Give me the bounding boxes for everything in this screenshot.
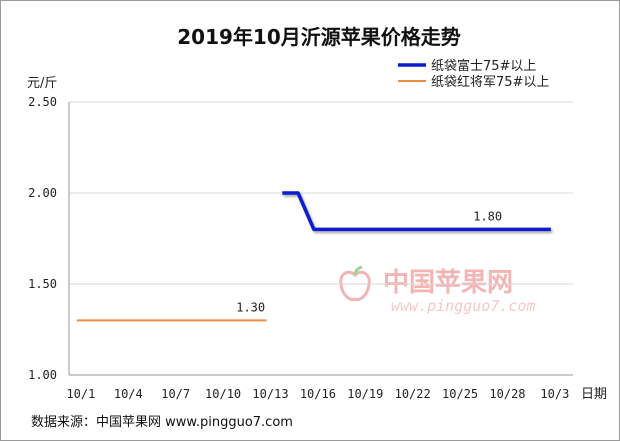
legend-label: 纸袋红将军75#以上 [431, 74, 549, 90]
x-tick-label: 10/7 [161, 387, 190, 401]
x-axis-label: 日期 [581, 387, 607, 402]
legend-label: 纸袋富士75#以上 [431, 58, 536, 74]
axes [68, 102, 573, 376]
x-tick-label: 10/25 [442, 387, 478, 401]
data-labels: 1.80 1.30 [236, 209, 502, 314]
x-tick-label: 10/4 [114, 387, 143, 401]
x-tick-label: 10/10 [205, 387, 241, 401]
x-tick-label: 10/16 [300, 387, 336, 401]
x-tick-label: 10/3 [540, 387, 569, 401]
data-label: 1.30 [236, 300, 265, 314]
series-lines [76, 191, 551, 322]
data-label: 1.80 [473, 209, 502, 223]
watermark: 中国苹果网 www.pingguo7.com [339, 265, 536, 315]
x-tick-label: 10/28 [489, 387, 525, 401]
chart-title: 2019年10月沂源苹果价格走势 [177, 25, 461, 49]
x-tick-label: 10/13 [252, 387, 288, 401]
data-source: 数据来源：中国苹果网 www.pingguo7.com [31, 415, 293, 430]
y-tick-labels: 1.00 1.50 2.00 2.50 [28, 95, 57, 382]
series-line [282, 191, 551, 232]
x-tick-label: 10/22 [395, 387, 431, 401]
gridlines [69, 101, 573, 285]
x-tick-labels: 10/1 10/4 10/7 10/10 10/13 10/16 10/19 10/22 10/… [66, 387, 569, 401]
y-tick-label: 1.00 [28, 368, 57, 382]
y-tick-label: 1.50 [28, 277, 57, 291]
x-tick-label: 10/19 [347, 387, 383, 401]
y-tick-label: 2.00 [28, 186, 57, 200]
x-tick-label: 10/1 [66, 387, 95, 401]
watermark-en: www.pingguo7.com [391, 297, 536, 315]
apple-logo-icon [339, 265, 371, 301]
y-tick-label: 2.50 [28, 95, 57, 109]
y-axis-unit: 元/斤 [27, 76, 57, 91]
watermark-cn: 中国苹果网 [383, 268, 513, 298]
